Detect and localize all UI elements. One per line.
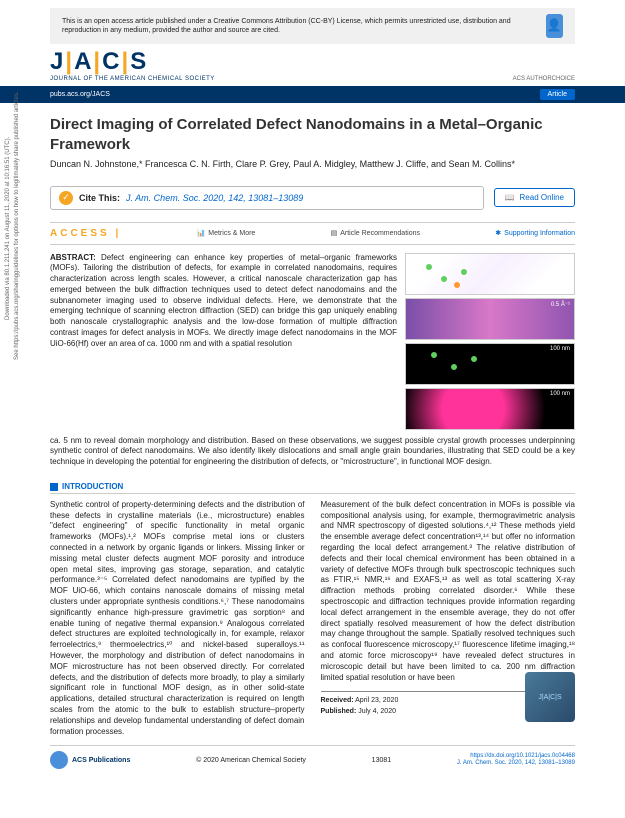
abstract-body: Defect engineering can enhance key prope… bbox=[50, 253, 397, 348]
scale-bar: 100 nm bbox=[550, 391, 570, 397]
book-icon: 📖 bbox=[505, 193, 515, 202]
checkmark-icon: ✓ bbox=[59, 191, 73, 205]
copyright: © 2020 American Chemical Society bbox=[196, 757, 306, 764]
chart-icon: 📊 bbox=[197, 229, 206, 237]
read-online-button[interactable]: 📖 Read Online bbox=[494, 188, 575, 207]
access-bar: ACCESS | 📊Metrics & More ▤Article Recomm… bbox=[50, 222, 575, 245]
published-date: July 4, 2020 bbox=[358, 708, 396, 715]
page-number: 13081 bbox=[372, 757, 391, 764]
cite-label: Cite This: bbox=[79, 193, 120, 203]
abstract-label: ABSTRACT: bbox=[50, 253, 96, 262]
figure-3: 100 nm bbox=[405, 343, 575, 385]
footer-refs: https://dx.doi.org/10.1021/jacs.0c04468 … bbox=[457, 753, 575, 769]
square-icon bbox=[50, 483, 58, 491]
read-label: Read Online bbox=[520, 193, 564, 202]
footer-citation: J. Am. Chem. Soc. 2020, 142, 13081–13089 bbox=[457, 760, 575, 768]
dot-icon bbox=[431, 352, 437, 358]
article-title: Direct Imaging of Correlated Defect Nano… bbox=[0, 103, 625, 158]
header: J|A|C|S JOURNAL OF THE AMERICAN CHEMICAL… bbox=[0, 48, 625, 82]
scale-bar: 0.5 Å⁻¹ bbox=[551, 301, 570, 308]
abstract-continuation: ca. 5 nm to reveal domain morphology and… bbox=[0, 436, 625, 478]
received-label: Received: bbox=[321, 697, 354, 704]
figure-4: 100 nm bbox=[405, 388, 575, 430]
download-note: Downloaded via 80.1.211.241 on August 11… bbox=[5, 137, 11, 320]
jacs-thumbnail: J|A|C|S bbox=[525, 672, 575, 722]
license-badge-icon: 👤 bbox=[546, 14, 563, 38]
sharing-note: See https://pubs.acs.org/sharingguidelin… bbox=[14, 92, 20, 361]
pub-url[interactable]: pubs.acs.org/JACS bbox=[50, 91, 110, 98]
dot-icon bbox=[471, 356, 477, 362]
list-icon: ▤ bbox=[331, 229, 338, 237]
figure-2: 0.5 Å⁻¹ bbox=[405, 298, 575, 340]
footer: ACS Publications © 2020 American Chemica… bbox=[50, 745, 575, 774]
cite-box[interactable]: ✓ Cite This: J. Am. Chem. Soc. 2020, 142… bbox=[50, 186, 484, 210]
journal-subtitle: JOURNAL OF THE AMERICAN CHEMICAL SOCIETY bbox=[50, 76, 215, 82]
license-notice: This is an open access article published… bbox=[50, 8, 575, 44]
doi-link[interactable]: https://dx.doi.org/10.1021/jacs.0c04468 bbox=[457, 753, 575, 761]
authors: Duncan N. Johnstone,* Francesca C. N. Fi… bbox=[0, 158, 625, 182]
intro-section: INTRODUCTION bbox=[0, 478, 625, 496]
article-badge: Article bbox=[540, 89, 575, 100]
recommendations-link[interactable]: ▤Article Recommendations bbox=[331, 229, 420, 237]
acs-logo-icon bbox=[50, 751, 68, 769]
access-label: ACCESS | bbox=[50, 228, 121, 239]
body-columns: Synthetic control of property-determinin… bbox=[0, 496, 625, 746]
intro-heading: INTRODUCTION bbox=[62, 482, 123, 491]
cite-ref: J. Am. Chem. Soc. 2020, 142, 13081–13089 bbox=[126, 193, 303, 203]
figure-1 bbox=[405, 253, 575, 295]
acs-authorchoice: ACS AUTHORCHOICE bbox=[513, 76, 575, 82]
asterisk-icon: ✱ bbox=[495, 229, 501, 237]
received-date: April 23, 2020 bbox=[355, 697, 398, 704]
dot-icon bbox=[426, 264, 432, 270]
journal-logo: J|A|C|S JOURNAL OF THE AMERICAN CHEMICAL… bbox=[50, 48, 215, 82]
column-right: Measurement of the bulk defect concentra… bbox=[321, 500, 576, 738]
license-text: This is an open access article published… bbox=[62, 17, 546, 35]
scale-bar: 100 nm bbox=[550, 346, 570, 352]
dot-icon bbox=[461, 269, 467, 275]
abstract-text: ABSTRACT: Defect engineering can enhance… bbox=[50, 253, 397, 430]
supporting-info-link[interactable]: ✱Supporting Information bbox=[495, 229, 575, 237]
column-left: Synthetic control of property-determinin… bbox=[50, 500, 305, 738]
dot-icon bbox=[454, 282, 460, 288]
dot-icon bbox=[451, 364, 457, 370]
cite-bar: ✓ Cite This: J. Am. Chem. Soc. 2020, 142… bbox=[0, 182, 625, 214]
footer-logo: ACS Publications bbox=[50, 751, 130, 769]
metrics-link[interactable]: 📊Metrics & More bbox=[197, 229, 256, 237]
column-right-text: Measurement of the bulk defect concentra… bbox=[321, 500, 576, 682]
abstract-row: ABSTRACT: Defect engineering can enhance… bbox=[0, 245, 625, 436]
dot-icon bbox=[441, 276, 447, 282]
navbar: pubs.acs.org/JACS Article bbox=[0, 86, 625, 103]
published-label: Published: bbox=[321, 708, 357, 715]
footer-pub: ACS Publications bbox=[72, 757, 130, 764]
figure-panel: 0.5 Å⁻¹ 100 nm 100 nm bbox=[405, 253, 575, 430]
